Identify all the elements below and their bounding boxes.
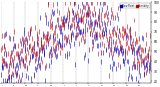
Legend: Dew Point, Humidity: Dew Point, Humidity — [120, 3, 150, 8]
